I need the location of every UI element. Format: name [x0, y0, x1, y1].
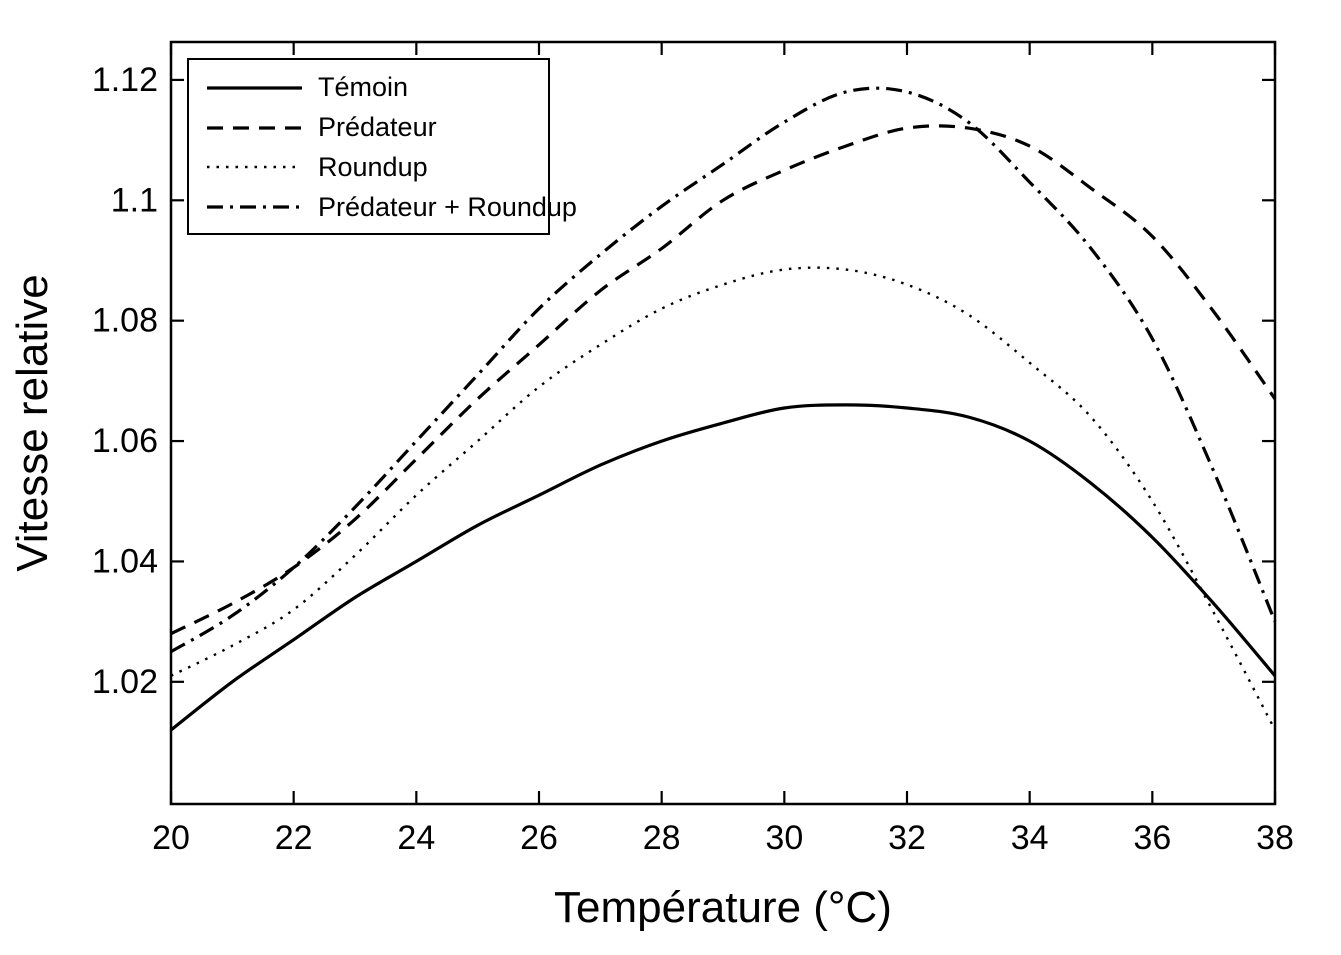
- series-line-dashdot: [170, 86, 1277, 654]
- legend-item-temoin: Témoin: [207, 72, 538, 103]
- x-tick-label: 32: [888, 819, 926, 857]
- y-tick-label: 1.08: [92, 302, 158, 340]
- x-axis-label: Température (°C): [554, 883, 892, 932]
- plot-box: [169, 40, 1277, 806]
- x-tick-label: 28: [643, 819, 681, 857]
- legend-item-predateur-roundup: Prédateur + Roundup: [207, 192, 577, 223]
- x-tick-label: 34: [1011, 819, 1049, 857]
- x-tick-label: 22: [275, 819, 313, 857]
- dashed-line-sample-icon: [207, 124, 302, 132]
- x-tick-label: 26: [520, 819, 558, 857]
- y-axis-label: Vitesse relative: [8, 274, 57, 572]
- x-tick-label: 24: [397, 819, 435, 857]
- dashdot-line-sample-icon: [207, 203, 302, 211]
- series-line-dashed: [170, 124, 1277, 636]
- x-tick-label: 30: [765, 819, 803, 857]
- y-tick-label: 1.06: [92, 422, 158, 460]
- dotted-line-sample-icon: [207, 163, 302, 171]
- x-tick-label: 36: [1133, 819, 1171, 857]
- series-line-solid: [170, 403, 1277, 732]
- legend-label: Prédateur: [318, 112, 437, 143]
- y-tick-label: 1.12: [92, 61, 158, 99]
- y-tick-label: 1.02: [92, 663, 158, 701]
- y-tick-label: 1.04: [92, 542, 158, 580]
- legend-label: Roundup: [318, 151, 428, 182]
- y-tick-label: 1.1: [111, 181, 158, 219]
- legend-label: Prédateur + Roundup: [318, 191, 577, 222]
- legend: Témoin Prédateur Roundup Prédateur + Rou…: [187, 58, 577, 235]
- legend-label: Témoin: [318, 72, 409, 103]
- x-tick-label: 38: [1256, 819, 1294, 857]
- legend-item-predateur: Prédateur: [207, 112, 538, 143]
- solid-line-sample-icon: [207, 84, 302, 92]
- legend-item-roundup: Roundup: [207, 152, 538, 183]
- x-tick-label: 20: [152, 819, 190, 857]
